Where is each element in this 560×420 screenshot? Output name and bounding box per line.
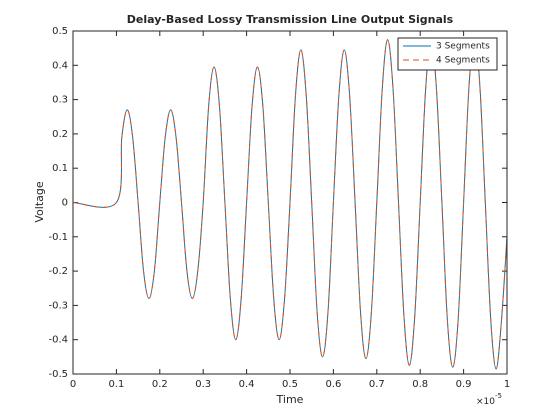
y-tick-label: 0.5: [52, 26, 68, 37]
x-tick-label: 0.6: [325, 379, 341, 390]
x-multiplier-exponent: -5: [495, 392, 502, 400]
x-multiplier: ×10-5: [476, 392, 502, 407]
y-tick-label: 0.2: [52, 129, 68, 140]
x-tick-label: 0.3: [195, 379, 211, 390]
y-tick-label: -0.4: [48, 335, 68, 346]
y-tick-label: -0.1: [48, 232, 68, 243]
x-tick-label: 1: [504, 379, 510, 390]
legend-box: [397, 37, 498, 71]
legend-label: 4 Segments: [436, 56, 490, 66]
y-tick-label: -0.2: [48, 266, 68, 277]
y-axis-label: Voltage: [33, 181, 46, 222]
x-tick-label: 0.5: [282, 379, 298, 390]
x-tick-label: 0.9: [456, 379, 472, 390]
x-tick-label: 0.1: [108, 379, 124, 390]
y-tick-label: 0.1: [52, 163, 68, 174]
series-line: [72, 37, 508, 370]
x-tick-label: 0.4: [239, 379, 255, 390]
y-tick-label: 0.4: [52, 60, 68, 71]
axes-box: [72, 30, 508, 375]
x-axis-label: Time: [276, 393, 304, 406]
y-tick-label: -0.5: [48, 369, 68, 380]
y-tick-label: 0.3: [52, 95, 68, 106]
x-tick-label: 0: [70, 379, 76, 390]
legend-label: 3 Segments: [436, 42, 490, 52]
y-tick-label: -0.3: [48, 300, 68, 311]
x-multiplier-base: ×10: [476, 397, 495, 407]
x-tick-label: 0.2: [152, 379, 168, 390]
x-tick-label: 0.7: [369, 379, 385, 390]
chart-title: Delay-Based Lossy Transmission Line Outp…: [127, 13, 454, 26]
x-tick-label: 0.8: [412, 379, 428, 390]
y-tick-label: 0: [62, 198, 68, 209]
